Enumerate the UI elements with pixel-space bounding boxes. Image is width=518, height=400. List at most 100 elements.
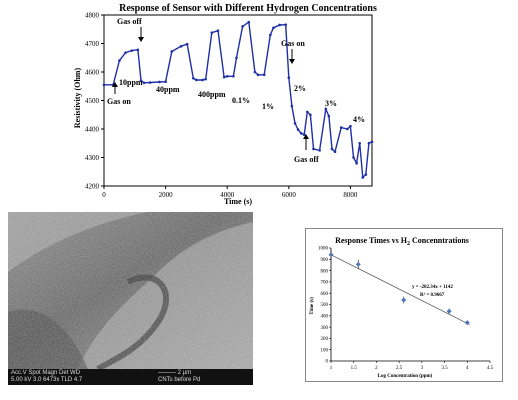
times-data-point [401,297,407,303]
response-x-tick-label: 4000 [220,191,235,199]
response-x-tick-label: 8000 [343,191,358,199]
response-times-chart: Response Times vs H2 Concenntrations 1 1.… [310,236,494,379]
response-data-point [296,128,300,131]
times-x-tick-label: 1.5 [351,366,358,371]
trendline-r2: R² = 0.9667 [420,292,445,298]
response-data-point [204,77,207,81]
response-data-point [164,80,167,83]
response-data-point [306,110,309,114]
annotation-2-percent: 2% [294,84,306,93]
annotation-10ppm: 10ppm [119,78,143,87]
times-y-tick-label: 900 [321,258,329,263]
response-data-point [170,50,174,53]
times-x-tick-label: 2 [375,366,378,371]
response-data-point [210,31,214,34]
response-data-point [195,78,198,82]
times-y-tick-label: 700 [321,281,329,286]
response-data-point [222,75,226,79]
response-data-point [293,122,297,125]
response-data-point [358,141,361,145]
response-y-tick-label: 4300 [85,154,100,162]
response-data-point [225,74,229,78]
response-data-point [370,140,374,144]
response-data-point [299,131,303,135]
response-data-point [324,107,328,111]
response-times-chart-frame [305,228,503,382]
times-data-point [446,308,452,314]
response-data-point [339,126,343,129]
sem-info-bar: Acc.V Spot Magn Det WD 5.00 kV 3.0 6473x… [8,369,253,385]
times-data-point [328,252,334,258]
annotation-gas-on-left: Gas on [107,97,131,106]
times-x-tick-label: 4.5 [487,366,494,371]
times-x-tick-label: 1 [330,366,333,371]
annotation-3-percent: 3% [325,99,337,108]
response-data-point [355,161,358,165]
response-data-point [192,76,195,80]
response-data-point [367,141,371,145]
response-data-point [179,45,183,48]
response-data-point [256,73,260,77]
annotation-1-percent: 1% [262,102,274,111]
response-data-point [136,48,140,52]
response-data-point [302,133,306,136]
sem-texture [8,212,253,372]
response-data-point [216,29,220,32]
response-data-point [241,25,244,28]
response-data-point [139,79,143,82]
response-data-point [118,59,121,62]
response-data-point [130,49,134,52]
arrowhead-gas-off-top [138,37,144,42]
response-data-point [124,51,127,54]
times-chart-title: Response Times vs H2 Concenntrations [335,236,469,247]
annotation-40ppm: 40ppm [156,85,180,94]
response-data-point [262,73,266,77]
response-x-axis-label: Time (s) [224,197,252,206]
times-y-tick-label: 300 [321,326,329,331]
times-x-tick-label: 2.5 [396,366,403,371]
response-chart-title: Response of Sensor with Different Hydrog… [119,3,377,14]
times-data-point [464,320,470,326]
response-data-point [333,150,337,154]
response-x-tick-label: 0 [102,191,106,199]
response-y-tick-label: 4600 [85,69,100,77]
times-x-tick-label: 4 [466,366,469,371]
times-x-tick-label: 3 [421,366,424,371]
times-y-tick-label: 600 [321,292,329,297]
sem-micrograph-image: Acc.V Spot Magn Det WD 5.00 kV 3.0 6473x… [8,212,253,385]
response-x-tick-label: 2000 [159,191,174,199]
response-data-point [364,173,368,176]
times-y-tick-label: 1000 [318,247,329,252]
trendline-equation: y = -202.34x + 1142 [412,285,453,290]
response-data-point [352,156,355,159]
response-data-point [349,124,352,128]
response-data-point [201,78,204,82]
response-y-tick-label: 4500 [85,97,100,105]
times-y-tick-label: 400 [321,315,329,320]
response-data-point [185,42,189,46]
response-data-point [272,26,275,30]
response-data-point [346,127,349,131]
response-data-point [318,149,321,152]
times-y-tick-label: 0 [326,360,329,365]
response-data-point [158,80,161,84]
response-x-tick-label: 6000 [282,191,297,199]
response-data-point [142,81,146,85]
response-chart: Response of Sensor with Different Hydrog… [73,3,377,206]
response-data-point [278,23,281,27]
response-y-tick-label: 4400 [85,126,100,134]
times-plot-area: 1 1.5 2 2.5 3 3.5 4 4.5 0 100 200 300 400 500 600 700 80… [318,247,494,371]
response-data-point [148,81,152,84]
response-y-tick-label: 4700 [85,40,100,48]
response-data-point [290,104,294,108]
times-y-tick-label: 200 [321,337,329,342]
response-data-point [235,56,238,60]
response-data-point [330,147,334,151]
arrowhead-gas-off-bottom [303,134,309,139]
arrowhead-gas-on-left [112,82,118,87]
times-trendline [330,254,470,325]
times-data-point [355,261,361,267]
times-y-tick-label: 800 [321,269,329,274]
times-x-axis-label: Log Concentration (ppm) [378,374,433,379]
annotation-4-percent: 4% [353,115,365,124]
